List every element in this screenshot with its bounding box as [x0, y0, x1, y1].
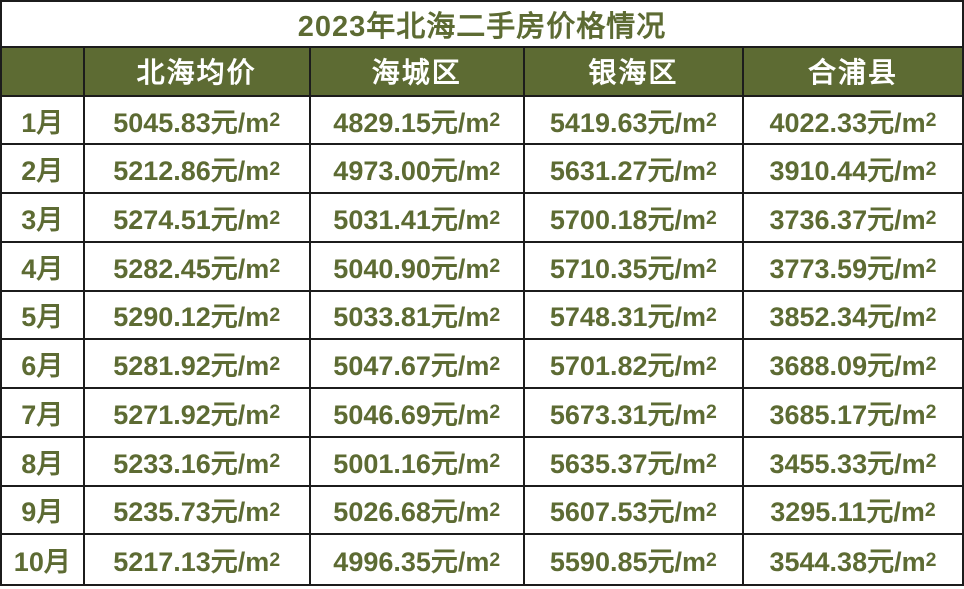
price-cell: 4829.15元/m 2	[310, 96, 525, 146]
price-cell: 5026.68元/m 2	[310, 486, 525, 536]
price-cell: 5235.73元/m 2	[84, 486, 311, 536]
price-cell: 4973.00元/m 2	[310, 145, 525, 195]
price-cell: 5046.69元/m 2	[310, 389, 525, 438]
price-cell: 5631.27元/m 2	[524, 145, 744, 195]
price-cell: 5031.41元/m 2	[310, 194, 525, 243]
price-cell: 3544.38元/m 2	[743, 535, 962, 584]
price-cell: 3773.59元/m 2	[743, 242, 962, 292]
price-cell: 5590.85元/m 2	[524, 535, 744, 584]
table-grid: 北海均价 海城区 银海区 合浦县 1月 5045.83元/m 2 4829.15元/m 2 541…	[2, 48, 962, 584]
price-cell: 5001.16元/m 2	[310, 437, 525, 487]
price-cell: 5419.63元/m 2	[524, 96, 744, 146]
price-cell: 3688.09元/m 2	[743, 340, 962, 390]
column-header: 银海区	[524, 48, 744, 97]
price-cell: 5282.45元/m 2	[84, 242, 311, 292]
price-cell: 5040.90元/m 2	[310, 242, 525, 292]
price-cell: 5274.51元/m 2	[84, 194, 311, 243]
price-cell: 5033.81元/m 2	[310, 291, 525, 341]
month-label: 10月	[2, 535, 85, 584]
price-cell: 5212.86元/m 2	[84, 145, 311, 195]
corner-header-cell	[2, 48, 85, 97]
price-cell: 3295.11元/m 2	[743, 486, 962, 536]
month-label: 4月	[2, 242, 85, 292]
price-cell: 3455.33元/m 2	[743, 437, 962, 487]
price-cell: 5045.83元/m 2	[84, 96, 311, 146]
month-label: 9月	[2, 486, 85, 536]
price-cell: 5233.16元/m 2	[84, 437, 311, 487]
price-cell: 5271.92元/m 2	[84, 389, 311, 438]
month-label: 6月	[2, 340, 85, 390]
price-cell: 5217.13元/m 2	[84, 535, 311, 584]
price-cell: 5281.92元/m 2	[84, 340, 311, 390]
price-cell: 5047.67元/m 2	[310, 340, 525, 390]
month-label: 5月	[2, 291, 85, 341]
price-cell: 5701.82元/m 2	[524, 340, 744, 390]
column-header: 海城区	[310, 48, 525, 97]
month-label: 2月	[2, 145, 85, 195]
month-label: 7月	[2, 389, 85, 438]
column-header: 北海均价	[84, 48, 311, 97]
price-cell: 5607.53元/m 2	[524, 486, 744, 536]
price-cell: 3685.17元/m 2	[743, 389, 962, 438]
month-label: 3月	[2, 194, 85, 243]
price-cell: 4022.33元/m 2	[743, 96, 962, 146]
column-header: 合浦县	[743, 48, 962, 97]
price-cell: 5700.18元/m 2	[524, 194, 744, 243]
price-cell: 5673.31元/m 2	[524, 389, 744, 438]
month-label: 8月	[2, 437, 85, 487]
price-cell: 5635.37元/m 2	[524, 437, 744, 487]
price-cell: 5748.31元/m 2	[524, 291, 744, 341]
price-cell: 3736.37元/m 2	[743, 194, 962, 243]
month-label: 1月	[2, 96, 85, 146]
price-cell: 5710.35元/m 2	[524, 242, 744, 292]
price-cell: 3852.34元/m 2	[743, 291, 962, 341]
table-title: 2023年北海二手房价格情况	[2, 2, 962, 48]
price-cell: 4996.35元/m 2	[310, 535, 525, 584]
price-cell: 3910.44元/m 2	[743, 145, 962, 195]
price-cell: 5290.12元/m 2	[84, 291, 311, 341]
